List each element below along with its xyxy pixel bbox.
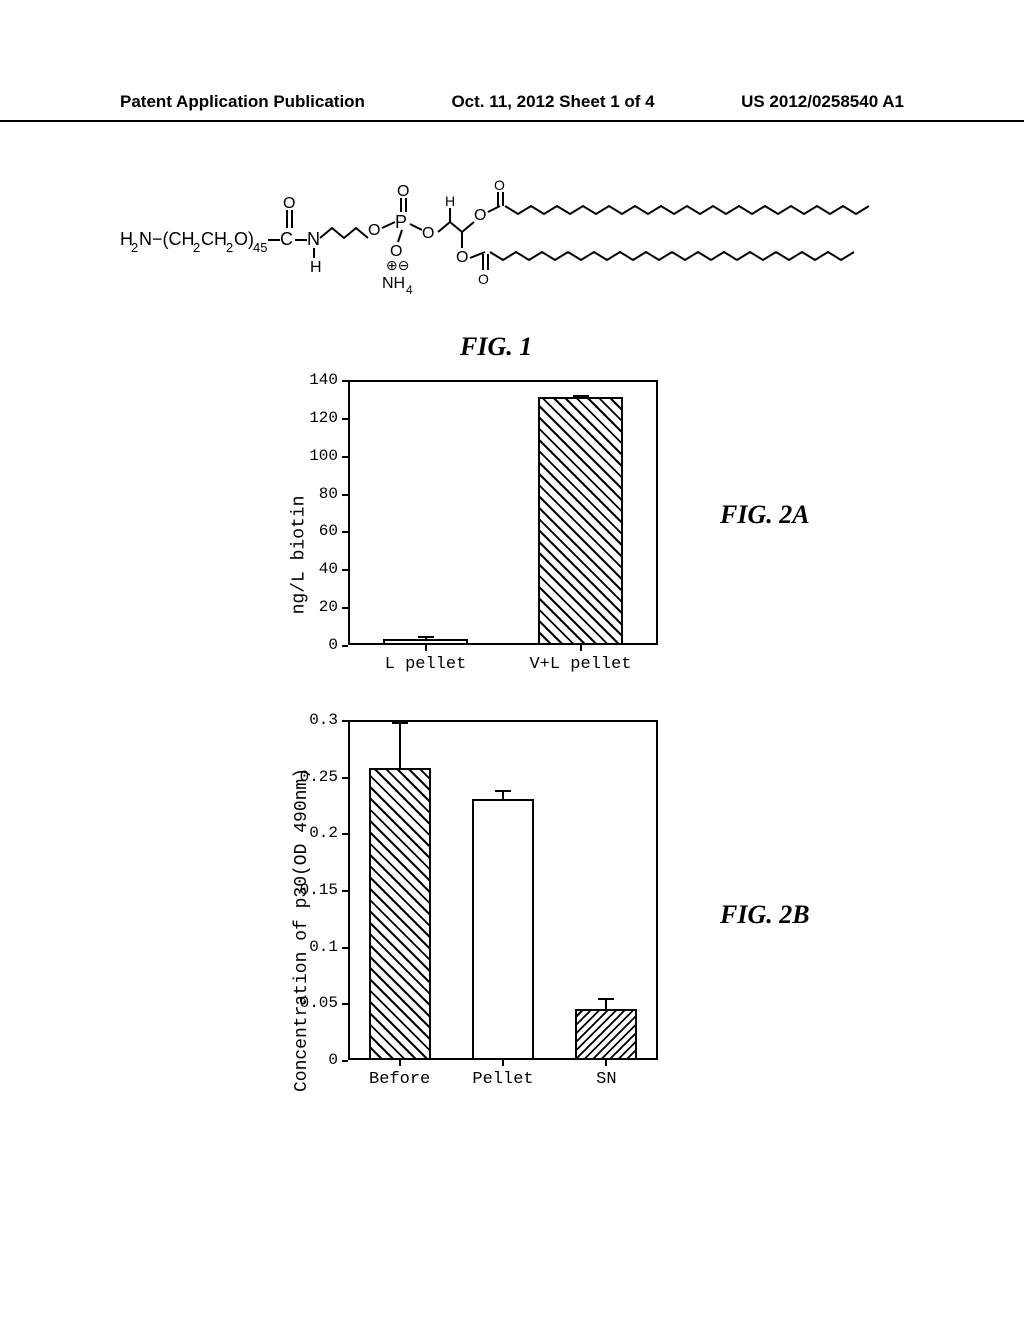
ytick-label: 80 <box>296 485 338 503</box>
svg-text:O: O <box>283 195 295 212</box>
bar <box>538 397 623 645</box>
svg-text:4: 4 <box>406 283 413 297</box>
ytick-label: 100 <box>296 447 338 465</box>
svg-text:N: N <box>307 229 320 249</box>
ytick-label: 60 <box>296 522 338 540</box>
chart-2a: ng/L biotin 020406080100120140L pelletV+… <box>300 380 680 710</box>
ytick-label: 120 <box>296 409 338 427</box>
bar <box>575 1009 637 1060</box>
fig2a-label: FIG. 2A <box>720 500 810 530</box>
svg-text:O: O <box>456 249 468 266</box>
fig2b-label: FIG. 2B <box>720 900 810 930</box>
xtick-label: L pellet <box>363 655 488 674</box>
ytick-label: 140 <box>296 371 338 389</box>
svg-text:C: C <box>280 229 293 249</box>
fig1-label: FIG. 1 <box>460 332 532 362</box>
svg-text:45: 45 <box>253 240 267 255</box>
ytick-label: 0.3 <box>296 711 338 729</box>
molecule-svg: H 2 N−(CH 2 CH 2 O) 45 C O N H O P O O ⊕… <box>120 180 880 320</box>
svg-text:2: 2 <box>131 240 138 255</box>
bar <box>369 768 431 1060</box>
ytick-label: 0.2 <box>296 824 338 842</box>
svg-text:CH: CH <box>201 229 227 249</box>
ytick-label: 20 <box>296 598 338 616</box>
chemical-structure-fig1: H 2 N−(CH 2 CH 2 O) 45 C O N H O P O O ⊕… <box>120 180 880 320</box>
svg-text:O): O) <box>234 229 254 249</box>
svg-text:P: P <box>395 212 407 232</box>
chart2b-ylabel: Concentration of p30(OD 490nm) <box>292 768 312 1092</box>
ytick-label: 0.15 <box>296 881 338 899</box>
svg-text:O: O <box>494 180 505 193</box>
ytick-label: 0.25 <box>296 768 338 786</box>
header-right: US 2012/0258540 A1 <box>741 92 904 112</box>
svg-text:⊕⊖: ⊕⊖ <box>386 257 409 273</box>
header-left: Patent Application Publication <box>120 92 365 112</box>
chart-2b: Concentration of p30(OD 490nm) 0 0.05 0.1 0… <box>280 720 680 1130</box>
svg-text:H: H <box>310 259 322 276</box>
xtick-label: SN <box>555 1070 657 1089</box>
xtick-label: Before <box>349 1070 451 1089</box>
svg-text:H: H <box>445 193 455 209</box>
page-header: Patent Application Publication Oct. 11, … <box>0 92 1024 122</box>
svg-text:O: O <box>474 207 486 224</box>
svg-text:N−(CH: N−(CH <box>139 229 195 249</box>
ytick-label: 0 <box>296 636 338 654</box>
svg-text:O: O <box>478 271 489 287</box>
xtick-label: V+L pellet <box>518 655 643 674</box>
ytick-label: 40 <box>296 560 338 578</box>
svg-text:O: O <box>397 183 409 200</box>
chart2a-ylabel: ng/L biotin <box>289 496 309 615</box>
xtick-label: Pellet <box>452 1070 554 1089</box>
ytick-label: 0.05 <box>296 994 338 1012</box>
ytick-label: 0.1 <box>296 938 338 956</box>
ytick-label: 0 <box>296 1051 338 1069</box>
svg-text:2: 2 <box>226 240 233 255</box>
bar <box>472 799 534 1060</box>
header-center: Oct. 11, 2012 Sheet 1 of 4 <box>451 92 654 112</box>
svg-text:2: 2 <box>193 240 200 255</box>
svg-text:NH: NH <box>382 275 405 292</box>
svg-text:O: O <box>368 222 380 239</box>
svg-text:O: O <box>422 225 434 242</box>
